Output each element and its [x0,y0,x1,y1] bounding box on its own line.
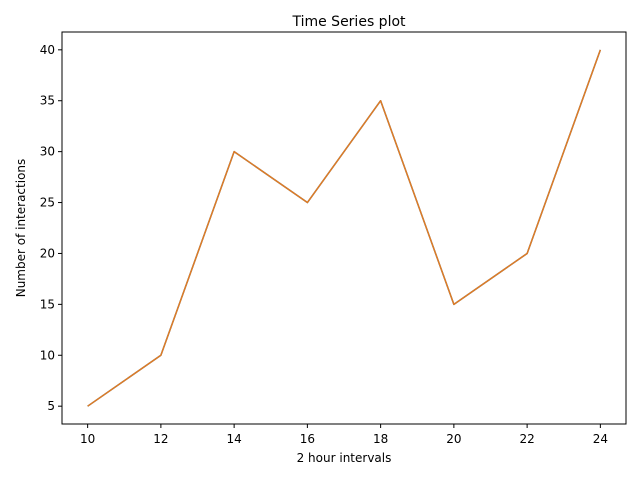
y-axis: 5 10 15 20 25 30 35 40 [40,43,62,413]
y-tick-label: 35 [40,94,55,108]
x-tick-label: 10 [80,432,95,446]
plot-area [87,49,602,407]
x-axis-label: 2 hour intervals [297,451,392,465]
x-tick-label: 22 [519,432,534,446]
x-axis: 10 12 14 16 18 20 22 24 [80,424,608,446]
x-tick-label: 20 [446,432,461,446]
chart-title: Time Series plot [291,14,406,30]
x-tick-label: 16 [300,432,315,446]
y-tick-label: 15 [40,297,55,311]
y-tick-label: 40 [40,43,55,57]
y-tick-label: 30 [40,145,55,159]
x-tick-label: 14 [226,432,241,446]
y-tick-label: 20 [40,246,55,260]
series-line-2 [87,49,602,407]
x-tick-label: 12 [153,432,168,446]
y-axis-label: Number of interactions [14,159,28,298]
y-tick-label: 25 [40,196,55,210]
y-tick-label: 5 [47,399,55,413]
axes-frame [61,31,627,425]
y-tick-label: 10 [40,348,55,362]
x-tick-label: 18 [373,432,388,446]
x-tick-label: 24 [593,432,608,446]
series-line-1 [87,49,602,407]
